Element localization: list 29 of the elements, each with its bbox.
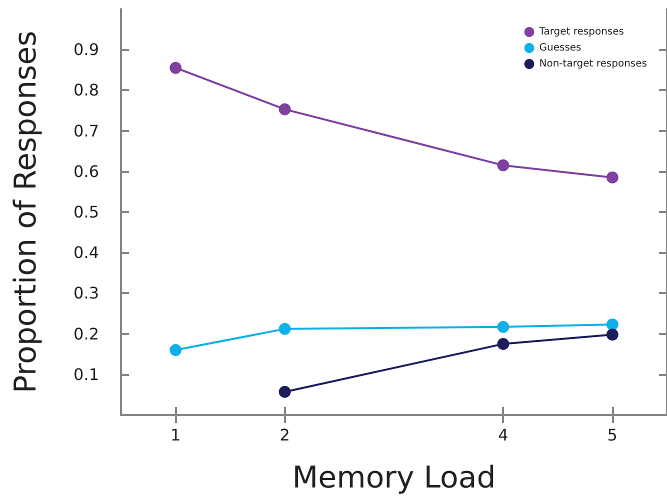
x-tick-label: 4 bbox=[498, 426, 508, 444]
point bbox=[606, 328, 618, 341]
point bbox=[278, 103, 291, 116]
x-tick-label: 5 bbox=[607, 426, 618, 444]
y-tick-label: 0.6 bbox=[74, 162, 99, 181]
legend-label: Non-target responses bbox=[539, 58, 648, 70]
x-axis-title: Memory Load bbox=[292, 460, 496, 496]
x-tick-label: 2 bbox=[280, 426, 290, 444]
point bbox=[497, 338, 510, 350]
point bbox=[606, 318, 618, 330]
point bbox=[497, 159, 510, 172]
point bbox=[170, 62, 182, 74]
y-tick-label: 0.1 bbox=[74, 364, 99, 384]
y-tick-label: 0.7 bbox=[74, 121, 99, 140]
y-axis-title: Proportion of Responses bbox=[8, 30, 44, 394]
point bbox=[497, 320, 510, 333]
legend-label: Guesses bbox=[539, 42, 582, 54]
y-tick-label: 0.4 bbox=[74, 243, 99, 262]
point bbox=[278, 322, 291, 335]
y-tick-label: 0.9 bbox=[74, 40, 99, 60]
y-tick-label: 0.5 bbox=[74, 202, 99, 222]
y-tick-label: 0.3 bbox=[74, 284, 99, 303]
legend-label: Target responses bbox=[538, 26, 624, 38]
point bbox=[170, 344, 182, 356]
y-tick-label: 0.2 bbox=[74, 324, 99, 344]
point bbox=[606, 171, 618, 184]
y-tick-label: 0.8 bbox=[74, 80, 99, 100]
x-tick-label: 1 bbox=[170, 426, 181, 444]
point bbox=[278, 386, 291, 398]
